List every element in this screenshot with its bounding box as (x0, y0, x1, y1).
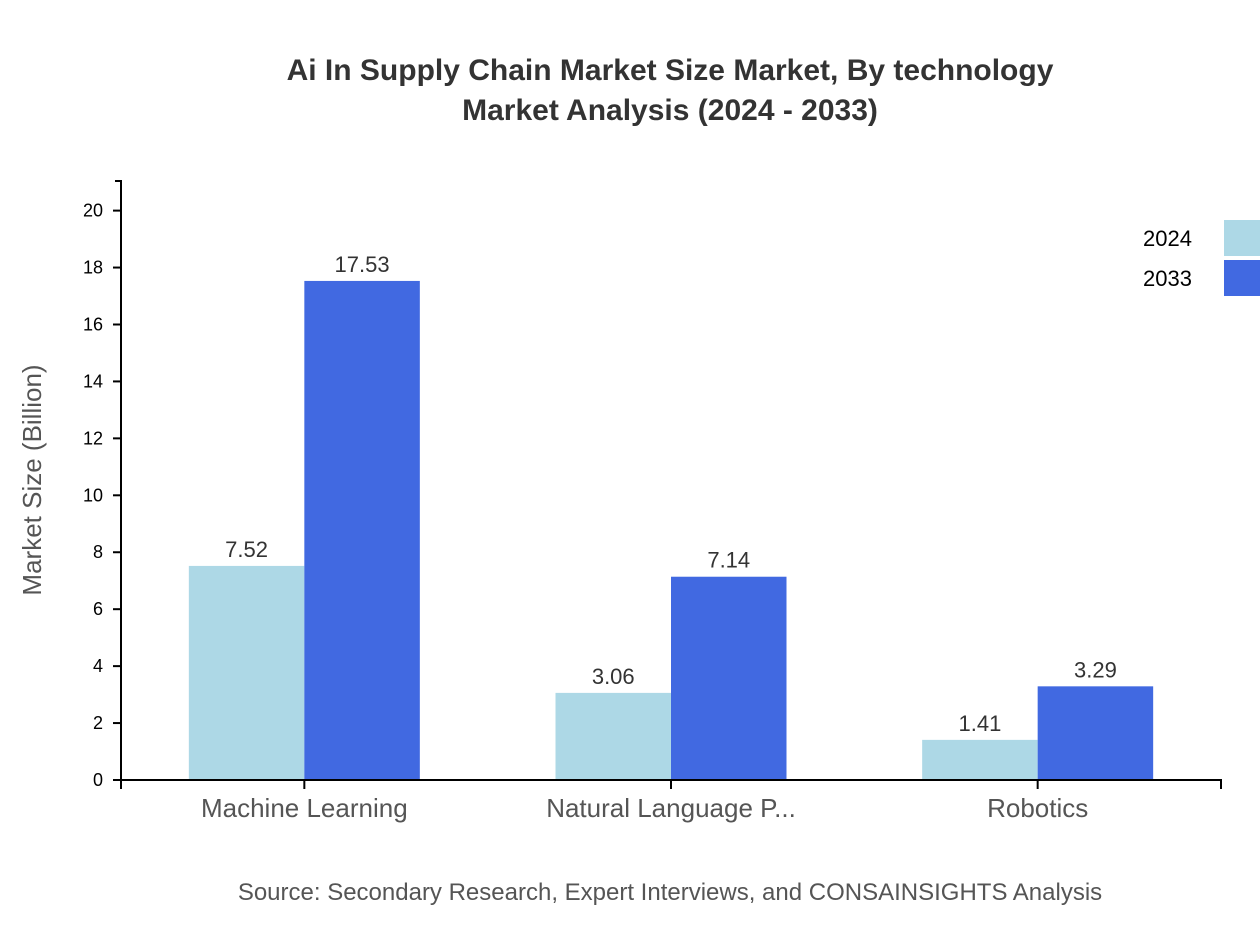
legend-swatch-2024 (1224, 220, 1260, 256)
chart-title-line-1: Ai In Supply Chain Market Size Market, B… (287, 54, 1054, 87)
y-tick-label: 20 (83, 201, 103, 221)
legend-swatch-2033 (1224, 260, 1260, 296)
x-axis-line (120, 779, 1222, 789)
bar-2033 (304, 280, 420, 780)
bar-2024 (555, 692, 671, 780)
chart-title-line-2: Market Analysis (2024 - 2033) (462, 94, 878, 127)
y-tick-label: 8 (93, 542, 103, 562)
y-tick-label: 6 (93, 599, 103, 619)
bar-2033 (1037, 686, 1154, 780)
y-tick-label: 18 (83, 258, 103, 278)
y-tick-label: 2 (93, 713, 103, 733)
y-axis-line (115, 180, 122, 780)
y-tick-label: 0 (93, 770, 103, 790)
data-label: 3.06 (592, 664, 635, 689)
bar-2024 (922, 739, 1038, 780)
y-tick-label: 4 (93, 656, 103, 676)
x-tick-label: Natural Language P... (546, 793, 796, 823)
x-tick-label: Robotics (987, 793, 1088, 823)
data-label: 7.52 (225, 537, 268, 562)
y-tick-label: 16 (83, 314, 103, 334)
bar-2033 (671, 576, 787, 780)
data-label: 1.41 (959, 711, 1002, 736)
legend-label-2024: 2024 (1143, 226, 1192, 251)
source-note: Source: Secondary Research, Expert Inter… (238, 879, 1102, 906)
data-label: 3.29 (1074, 657, 1117, 682)
data-label: 7.14 (707, 548, 750, 573)
data-label: 17.53 (335, 252, 390, 277)
bar-2024 (188, 565, 305, 780)
y-tick-label: 14 (83, 371, 103, 391)
y-tick-label: 12 (83, 428, 103, 448)
y-tick-label: 10 (83, 485, 103, 505)
x-tick-label: Machine Learning (201, 793, 408, 823)
legend-label-2033: 2033 (1143, 266, 1192, 291)
y-axis-label: Market Size (Billion) (17, 364, 47, 595)
